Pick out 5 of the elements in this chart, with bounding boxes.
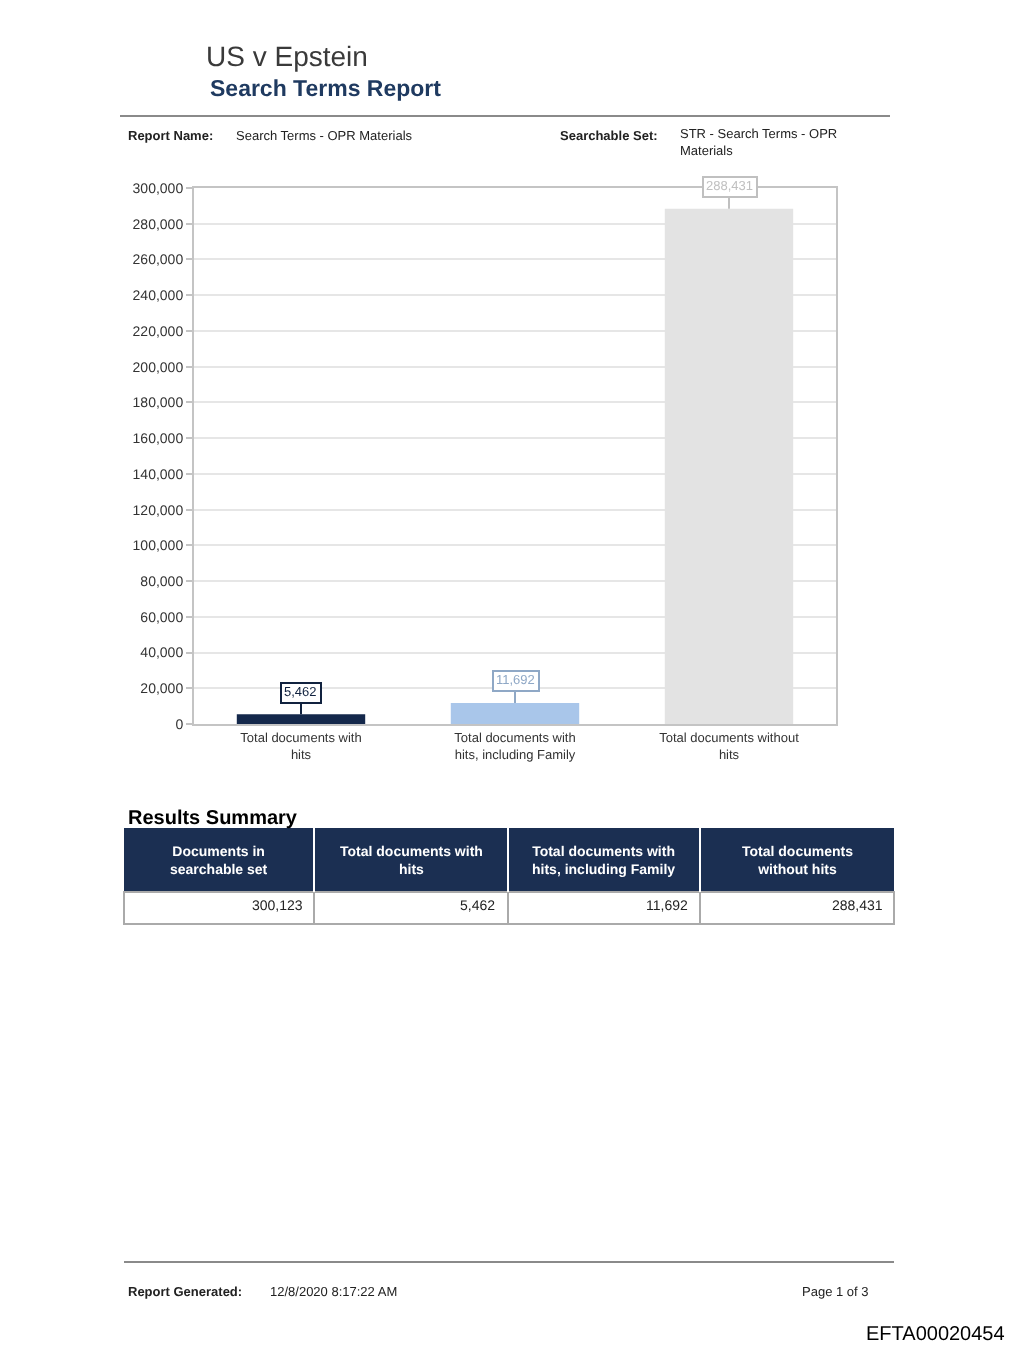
text: Results Summary bbox=[128, 808, 298, 830]
chart-title: US v Epstein bbox=[206, 39, 368, 72]
chart-subtitle: Search Terms Report bbox=[210, 78, 442, 102]
text: EFTA00020454 bbox=[866, 1324, 1006, 1346]
bar bbox=[450, 703, 580, 724]
